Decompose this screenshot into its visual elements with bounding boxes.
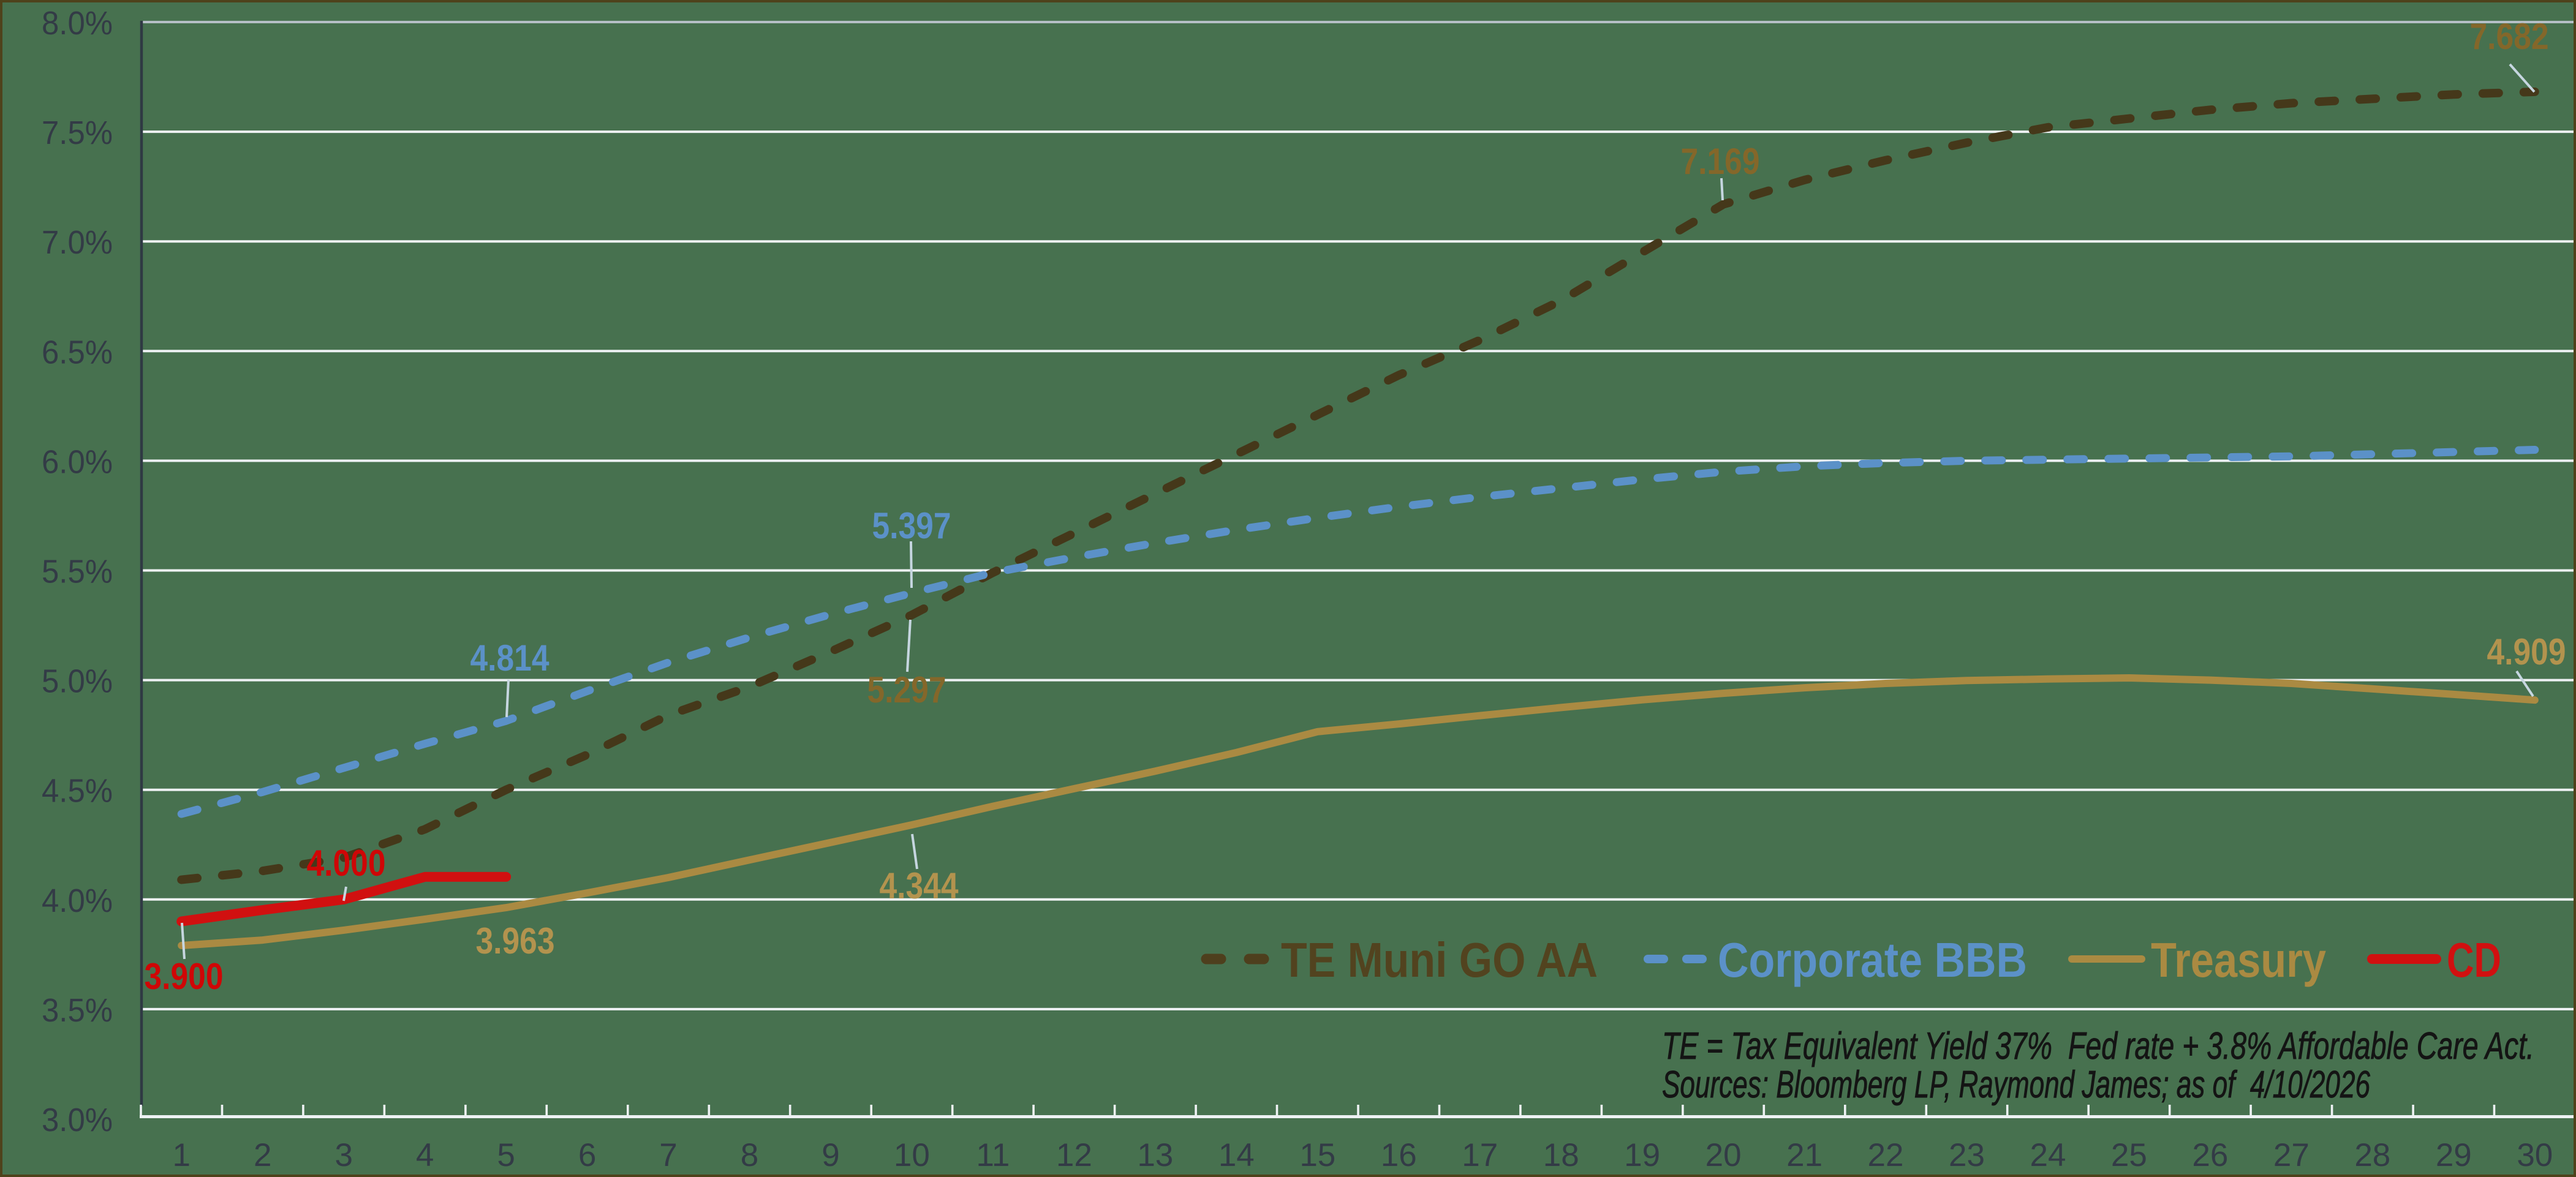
svg-text:9: 9 — [822, 1137, 839, 1173]
svg-text:3: 3 — [334, 1137, 352, 1173]
svg-text:5.0%: 5.0% — [42, 663, 113, 700]
svg-text:11: 11 — [976, 1137, 1010, 1173]
svg-text:CD: CD — [2447, 933, 2501, 987]
svg-text:14: 14 — [1218, 1137, 1255, 1173]
svg-text:5.5%: 5.5% — [42, 554, 113, 590]
svg-text:18: 18 — [1543, 1137, 1579, 1173]
svg-text:3.963: 3.963 — [476, 920, 555, 961]
svg-text:3.900: 3.900 — [145, 956, 224, 997]
svg-text:3.0%: 3.0% — [42, 1102, 113, 1138]
svg-text:22: 22 — [1868, 1137, 1904, 1173]
svg-text:4.909: 4.909 — [2487, 631, 2566, 672]
svg-text:20: 20 — [1705, 1137, 1742, 1173]
svg-text:27: 27 — [2273, 1137, 2310, 1173]
svg-text:8: 8 — [741, 1137, 758, 1173]
svg-text:23: 23 — [1949, 1137, 1985, 1173]
svg-text:19: 19 — [1624, 1137, 1660, 1173]
svg-text:Sources: Bloomberg LP, Raymond: Sources: Bloomberg LP, Raymond James; as… — [1662, 1064, 2370, 1106]
svg-text:15: 15 — [1299, 1137, 1335, 1173]
svg-text:12: 12 — [1056, 1137, 1092, 1173]
svg-text:16: 16 — [1381, 1137, 1417, 1173]
svg-text:4: 4 — [416, 1137, 434, 1173]
svg-text:5.297: 5.297 — [867, 669, 946, 710]
svg-text:4.0%: 4.0% — [42, 882, 113, 919]
svg-text:5.397: 5.397 — [872, 505, 951, 546]
svg-text:7.5%: 7.5% — [42, 115, 113, 151]
svg-text:4.344: 4.344 — [880, 865, 959, 906]
svg-text:24: 24 — [2030, 1137, 2066, 1173]
svg-text:5: 5 — [497, 1137, 515, 1173]
svg-text:8.0%: 8.0% — [42, 5, 113, 42]
svg-text:Treasury: Treasury — [2151, 933, 2326, 987]
svg-text:6.0%: 6.0% — [42, 443, 113, 480]
svg-text:6: 6 — [578, 1137, 596, 1173]
svg-text:26: 26 — [2192, 1137, 2228, 1173]
svg-text:28: 28 — [2354, 1137, 2390, 1173]
svg-text:7.169: 7.169 — [1681, 141, 1760, 182]
svg-text:10: 10 — [894, 1137, 930, 1173]
svg-text:1: 1 — [172, 1137, 190, 1173]
svg-text:TE = Tax Equivalent Yield 37%: TE = Tax Equivalent Yield 37% Fed rate +… — [1662, 1025, 2534, 1067]
svg-text:TE Muni GO AA: TE Muni GO AA — [1281, 933, 1598, 987]
svg-text:3.5%: 3.5% — [42, 992, 113, 1029]
svg-text:7.0%: 7.0% — [42, 224, 113, 261]
svg-text:2: 2 — [254, 1137, 271, 1173]
svg-text:25: 25 — [2111, 1137, 2147, 1173]
svg-text:Corporate BBB: Corporate BBB — [1718, 933, 2027, 987]
svg-text:4.814: 4.814 — [470, 637, 550, 679]
svg-text:30: 30 — [2517, 1137, 2553, 1173]
svg-text:4.000: 4.000 — [307, 843, 386, 884]
svg-text:4.5%: 4.5% — [42, 773, 113, 810]
svg-text:7.682: 7.682 — [2470, 16, 2549, 57]
svg-text:13: 13 — [1137, 1137, 1173, 1173]
svg-text:17: 17 — [1462, 1137, 1498, 1173]
svg-text:21: 21 — [1786, 1137, 1822, 1173]
svg-text:29: 29 — [2436, 1137, 2472, 1173]
svg-text:6.5%: 6.5% — [42, 334, 113, 370]
svg-text:7: 7 — [659, 1137, 677, 1173]
